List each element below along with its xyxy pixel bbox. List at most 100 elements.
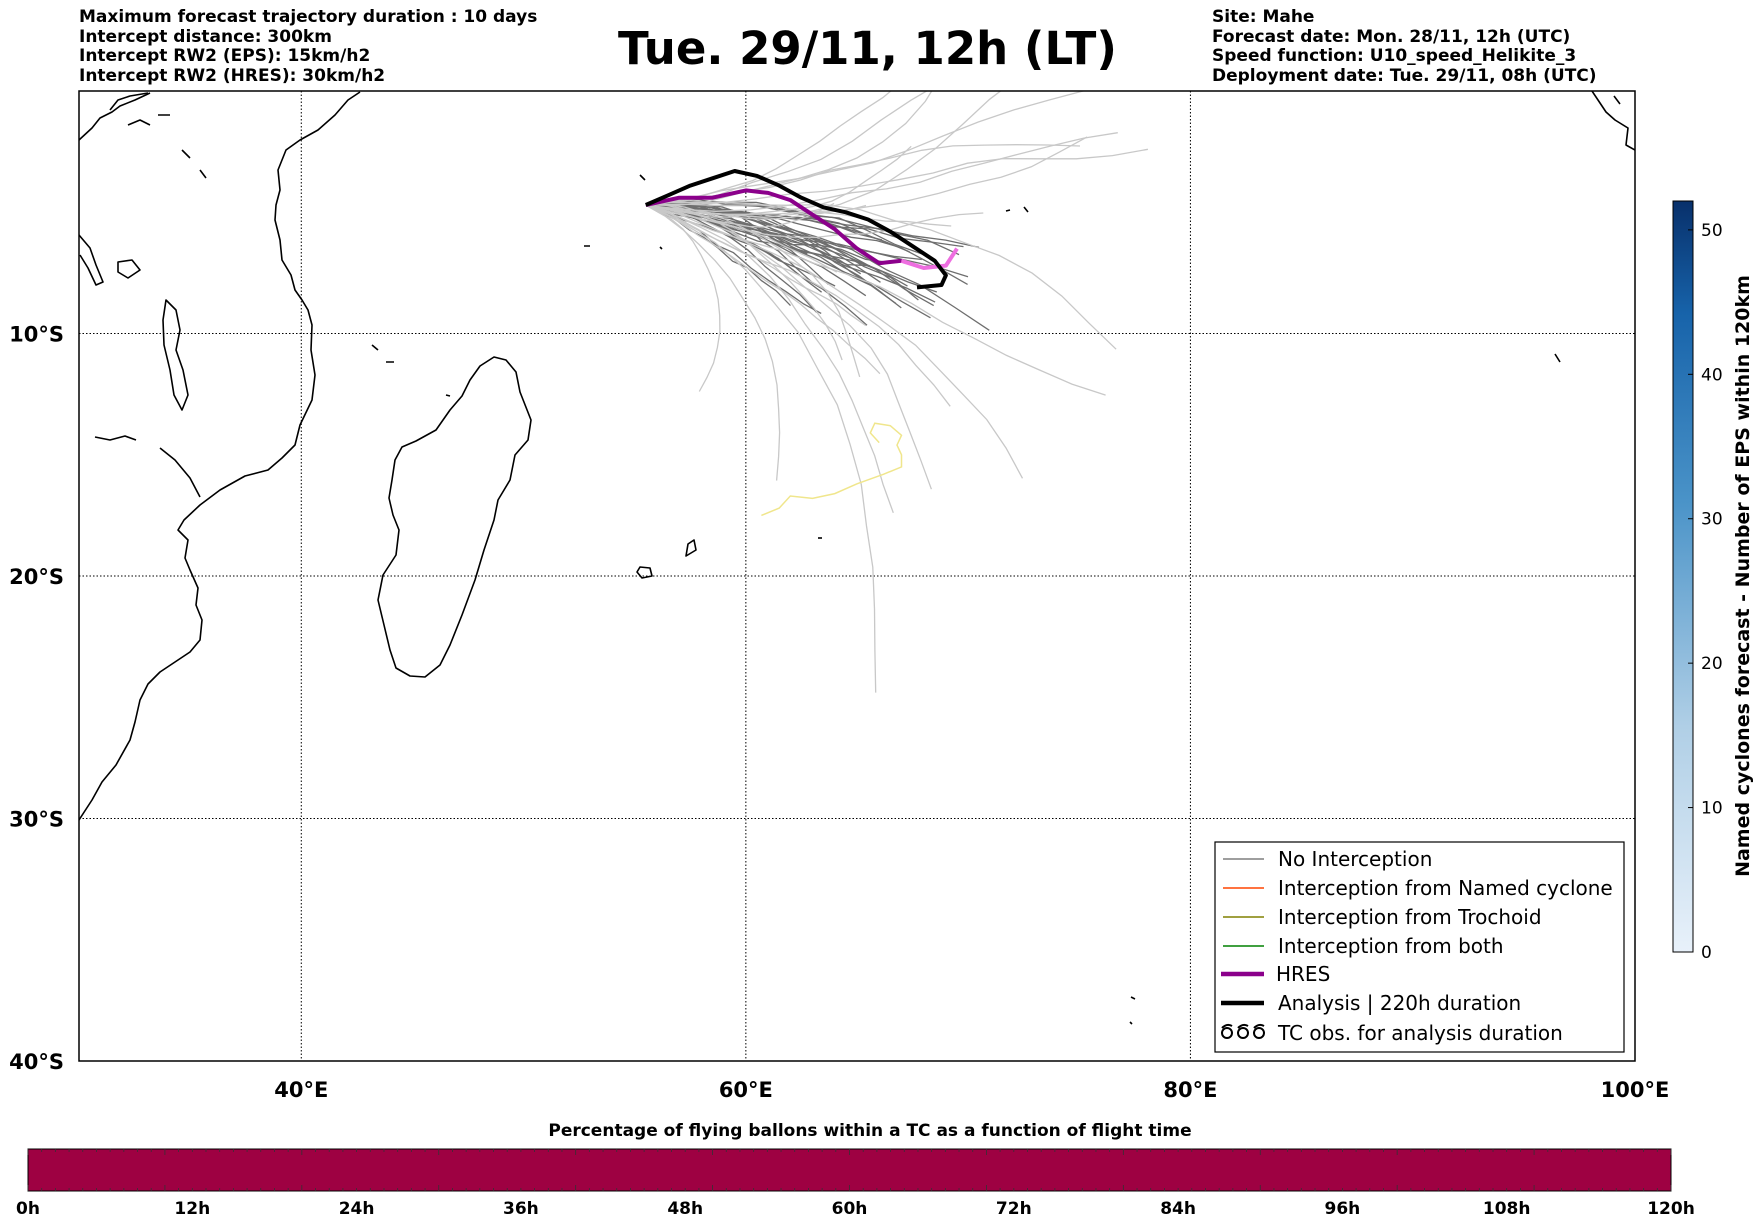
eps-trajectory-light xyxy=(645,204,867,327)
legend: No Interception Interception from Named … xyxy=(1214,841,1625,1053)
colorbar-bottom-tick-label: 72h xyxy=(996,1199,1032,1219)
header-left-line-1: Maximum forecast trajectory duration : 1… xyxy=(79,7,538,27)
eps-trajectory-light xyxy=(645,204,1024,479)
colorbar-right-tick-label: 50 xyxy=(1701,221,1723,241)
eps-trajectory-light xyxy=(645,204,881,375)
lon-tick-label: 100°E xyxy=(1601,1078,1670,1102)
axis-tick-labels: 40°E 60°E 80°E 100°E 10°S 20°S 30°S 40°S xyxy=(9,323,1669,1103)
colorbar-right-ticks: 0 10 20 30 40 50 xyxy=(1688,221,1723,963)
page-title: Tue. 29/11, 12h (LT) xyxy=(618,22,1117,75)
eps-trajectory-light xyxy=(645,91,928,206)
colorbar-bottom-tick-label: 120h xyxy=(1647,1199,1695,1219)
colorbar-bottom-tick-label: 48h xyxy=(667,1199,703,1219)
lon-tick-label: 80°E xyxy=(1163,1078,1217,1102)
africa-coastline xyxy=(79,91,361,821)
eps-trajectory-light xyxy=(645,148,1149,206)
eps-trajectory-light xyxy=(645,91,933,207)
trajectory-layer xyxy=(645,91,1149,693)
eps-trajectory-light xyxy=(645,132,1118,212)
lon-tick-label: 60°E xyxy=(719,1078,773,1102)
lake-tanganyika xyxy=(79,234,104,286)
colorbar-bottom-tick-label: 84h xyxy=(1160,1199,1196,1219)
lat-tick-label: 10°S xyxy=(9,323,64,347)
header-right-line-2: Forecast date: Mon. 28/11, 12h (UTC) xyxy=(1212,26,1571,47)
cyclone-symbol-icon xyxy=(1221,1023,1265,1039)
colorbar-right-tick-label: 10 xyxy=(1701,799,1723,819)
header-right-info: Site: Mahe Forecast date: Mon. 28/11, 12… xyxy=(1212,7,1597,86)
amsterdam-islands xyxy=(1129,996,1136,1025)
colorbar-bottom-tick-label: 36h xyxy=(503,1199,539,1219)
legend-label-both: Interception from both xyxy=(1278,934,1504,958)
lat-tick-label: 20°S xyxy=(9,565,64,589)
eps-trajectory xyxy=(645,204,883,241)
colorbar-right-tick-label: 40 xyxy=(1701,365,1723,385)
lat-tick-label: 40°S xyxy=(9,1050,64,1074)
colorbar-right-label: Named cyclones forecast - Number of EPS … xyxy=(1732,275,1754,877)
eps-trajectory-light xyxy=(645,204,984,239)
analysis-trajectory xyxy=(645,169,948,290)
header-left-info: Maximum forecast trajectory duration : 1… xyxy=(79,7,538,86)
header-left-line-2: Intercept distance: 300km xyxy=(79,26,332,47)
legend-label-named-cyclone: Interception from Named cyclone xyxy=(1278,876,1613,900)
tc-obs-track xyxy=(761,422,903,517)
hres-trajectory xyxy=(645,188,902,266)
header-right-line-4: Deployment date: Tue. 29/11, 08h (UTC) xyxy=(1212,65,1597,86)
mauritius-island xyxy=(685,539,697,557)
lon-tick-label: 40°E xyxy=(274,1078,328,1102)
lat-tick-label: 30°S xyxy=(9,808,64,832)
colorbar-bottom-tick-label: 24h xyxy=(339,1199,375,1219)
arabian-coast-fragment xyxy=(1591,91,1635,151)
eps-trajectory-light xyxy=(645,204,1106,396)
madagascar-coastline xyxy=(377,356,532,678)
eps-trajectory-light xyxy=(645,203,861,378)
eps-trajectory-light xyxy=(645,204,781,481)
maldives-fragment xyxy=(1005,206,1029,213)
map-frame xyxy=(78,90,1636,1062)
colorbar-bottom-tick-label: 108h xyxy=(1483,1199,1531,1219)
colorbar-bottom xyxy=(27,1148,1672,1192)
colorbar-bottom-title: Percentage of flying ballons within a TC… xyxy=(548,1121,1191,1141)
colorbar-bottom-ticks: 0h 12h 24h 36h 48h 60h 72h 84h 96h 108h 120h xyxy=(16,1149,1695,1219)
legend-label-tc-obs: TC obs. for analysis duration xyxy=(1277,1021,1563,1045)
header-right-line-3: Speed function: U10_speed_Helikite_3 xyxy=(1212,46,1577,66)
colorbar-bottom-tick-label: 12h xyxy=(174,1199,210,1219)
cocos-islands xyxy=(1554,95,1621,363)
header-right-line-1: Site: Mahe xyxy=(1212,7,1315,27)
eps-trajectory-light xyxy=(645,204,867,220)
eps-trajectory-light xyxy=(645,91,1002,219)
colorbar-right-tick-label: 0 xyxy=(1701,943,1712,963)
eps-trajectory xyxy=(645,204,969,278)
eps-trajectory-light xyxy=(645,204,877,693)
eps-trajectory-light xyxy=(645,204,843,361)
horn-coastline xyxy=(79,92,151,141)
eps-trajectory-light xyxy=(645,204,933,490)
lake-shore-fragment xyxy=(94,435,137,441)
legend-label-analysis: Analysis | 220h duration xyxy=(1278,991,1521,1015)
lake-victoria xyxy=(117,259,141,279)
legend-box xyxy=(1214,841,1625,1053)
colorbar-bottom-tick-label: 60h xyxy=(832,1199,868,1219)
header-left-line-4: Intercept RW2 (HRES): 30km/h2 xyxy=(79,65,386,86)
lake-shore-fragment-2 xyxy=(159,447,201,498)
legend-label-no-interception: No Interception xyxy=(1278,847,1432,871)
header-left-line-3: Intercept RW2 (EPS): 15km/h2 xyxy=(79,46,371,66)
colorbar-right-tick-label: 30 xyxy=(1701,510,1723,530)
colorbar-right-tick-label: 20 xyxy=(1701,654,1723,674)
colorbar-bottom-tick-label: 96h xyxy=(1325,1199,1361,1219)
colorbar-bottom-tick-label: 0h xyxy=(16,1199,40,1219)
eps-trajectory-light xyxy=(645,204,894,514)
eps-trajectory-light xyxy=(645,204,721,392)
hres-trajectory-tail xyxy=(900,247,959,270)
legend-label-hres: HRES xyxy=(1276,962,1330,986)
reunion-island xyxy=(636,566,653,579)
eps-trajectory-light xyxy=(645,203,1117,350)
seychelles-islands xyxy=(584,174,663,250)
lake-malawi xyxy=(162,299,189,411)
eps-trajectory-light xyxy=(645,204,838,273)
eps-trajectory xyxy=(645,204,964,248)
coastlines xyxy=(79,91,1635,1025)
colorbar-right xyxy=(1672,200,1694,953)
legend-label-trochoid: Interception from Trochoid xyxy=(1278,905,1542,929)
comoros-islands xyxy=(371,344,451,397)
